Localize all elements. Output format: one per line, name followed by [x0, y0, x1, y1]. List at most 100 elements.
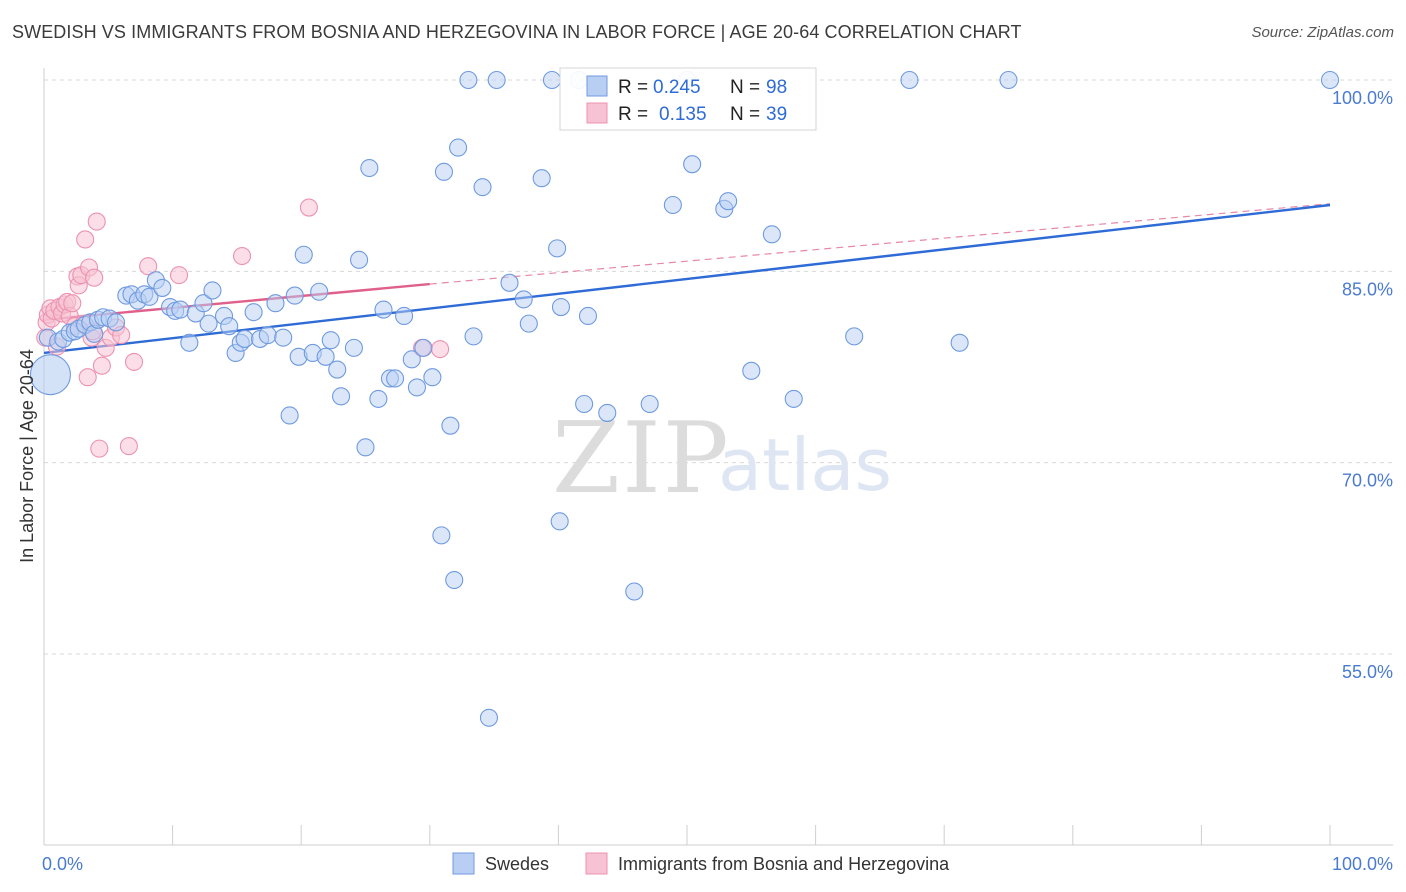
- watermark: ZIP atlas: [552, 402, 892, 516]
- swedes-point-94: [900, 70, 919, 90]
- legend: Swedes Immigrants from Bosnia and Herzeg…: [452, 852, 950, 875]
- stats-swatch-swedes: [586, 75, 608, 97]
- stats-n-value-swedes: 98: [766, 77, 787, 98]
- swedes-point-73: [519, 314, 538, 333]
- swedes-point-50: [356, 438, 375, 457]
- watermark-atlas: atlas: [718, 423, 892, 507]
- legend-swatch-bosnia: [585, 852, 608, 875]
- swedes-point-52: [369, 389, 388, 408]
- swedes-point-35: [258, 326, 277, 345]
- gridlines: [44, 79, 1393, 655]
- swedes-point-36: [266, 294, 285, 313]
- swedes-point-67: [464, 327, 483, 346]
- bosnia-point-19: [78, 368, 97, 387]
- swedes-point-78: [551, 297, 571, 317]
- swedes-point-39: [285, 286, 304, 305]
- swedes-point-82: [598, 403, 617, 422]
- x-axis-ticks: [43, 825, 1331, 845]
- trend-line-bosnia-dashed: [429, 203, 1331, 285]
- bosnia-point-25: [90, 439, 109, 458]
- legend-swatch-swedes: [452, 852, 475, 875]
- stats-box: R = 0.245 N = 98 R = 0.135 N = 39: [559, 67, 817, 131]
- watermark-zip: ZIP: [552, 402, 731, 516]
- swedes-point-43: [310, 282, 329, 301]
- y-tick-labels: 100.0% 85.0% 70.0% 55.0%: [1332, 88, 1393, 682]
- swedes-point-32: [235, 329, 254, 348]
- bosnia-point-26: [92, 356, 111, 375]
- source-credit: Source: ZipAtlas.com: [1251, 24, 1394, 41]
- swedes-point-51: [360, 158, 379, 178]
- trend-line-swedes: [43, 203, 1331, 355]
- stats-r-value-swedes: 0.245: [653, 77, 701, 98]
- x-tick-labels: 0.0% 100.0%: [42, 854, 1393, 874]
- bosnia-point-38: [431, 340, 450, 359]
- legend-label-swedes: Swedes: [485, 854, 549, 874]
- swedes-point-80: [575, 394, 594, 414]
- swedes-point-46: [328, 360, 347, 379]
- stats-r-label-bosnia: R =: [618, 104, 648, 125]
- swedes-point-74: [532, 169, 551, 188]
- stats-r-label-swedes: R =: [618, 77, 648, 98]
- swedes-point-41: [294, 245, 313, 264]
- swedes-point-19: [153, 278, 172, 297]
- swedes-point-90: [742, 361, 761, 380]
- swedes-point-69: [479, 708, 499, 727]
- bosnia-point-23: [85, 268, 104, 287]
- bosnia-point-35: [232, 246, 252, 266]
- bosnia-point-18: [76, 230, 95, 249]
- swedes-point-62: [434, 162, 453, 181]
- swedes-point-38: [280, 406, 299, 425]
- swedes-point-44: [316, 347, 335, 366]
- swedes-point-37: [274, 328, 293, 347]
- swedes-point-87: [683, 155, 702, 174]
- swedes-point-26: [199, 314, 218, 333]
- swedes-point-63: [441, 416, 460, 435]
- bosnia-point-32: [124, 352, 144, 371]
- stats-swatch-bosnia: [586, 102, 608, 124]
- bosnia-point-12: [63, 294, 82, 313]
- swedes-point-89: [719, 192, 738, 211]
- swedes-point-84: [640, 394, 659, 414]
- y-tick-label-2: 70.0%: [1342, 471, 1393, 491]
- swedes-point-68: [473, 178, 492, 197]
- swedes-point-85: [663, 195, 682, 215]
- stats-r-value-bosnia: 0.135: [659, 104, 707, 125]
- swedes-point-96: [999, 70, 1018, 90]
- swedes-point-49: [350, 250, 369, 269]
- bosnia-point-33: [139, 257, 158, 276]
- swedes-point-65: [449, 138, 468, 157]
- swedes-point-72: [514, 290, 533, 309]
- swedes-point-81: [578, 306, 598, 326]
- y-axis-label: In Labor Force | Age 20-64: [17, 349, 37, 563]
- swedes-point-58: [407, 378, 426, 397]
- swedes-point-29: [220, 317, 239, 336]
- swedes-point-17: [140, 287, 159, 306]
- x-tick-label-0: 0.0%: [42, 854, 83, 874]
- swedes-point-48: [344, 338, 363, 357]
- y-tick-label-3: 55.0%: [1342, 662, 1393, 682]
- bosnia-point-31: [119, 437, 138, 456]
- swedes-point-56: [395, 306, 414, 326]
- swedes-point-53: [374, 300, 393, 319]
- y-tick-label-1: 85.0%: [1342, 279, 1393, 299]
- axes: [43, 68, 1393, 846]
- swedes-points: [29, 70, 1340, 727]
- legend-label-bosnia: Immigrants from Bosnia and Herzegovina: [618, 854, 950, 874]
- swedes-point-70: [487, 70, 506, 90]
- bosnia-point-36: [299, 198, 318, 217]
- swedes-point-57: [402, 350, 421, 369]
- swedes-point-61: [432, 526, 451, 545]
- swedes-point-64: [445, 570, 464, 590]
- swedes-point-77: [550, 512, 569, 531]
- swedes-point-47: [332, 387, 351, 406]
- swedes-point-27: [203, 281, 222, 300]
- stats-n-label-swedes: N =: [730, 77, 760, 98]
- stats-n-label-bosnia: N =: [730, 104, 760, 125]
- swedes-point-22: [171, 300, 190, 319]
- stats-n-value-bosnia: 39: [766, 104, 787, 125]
- swedes-point-23: [180, 333, 199, 352]
- swedes-point-59: [414, 338, 433, 357]
- swedes-point-25: [194, 294, 213, 313]
- swedes-point-45: [321, 331, 340, 350]
